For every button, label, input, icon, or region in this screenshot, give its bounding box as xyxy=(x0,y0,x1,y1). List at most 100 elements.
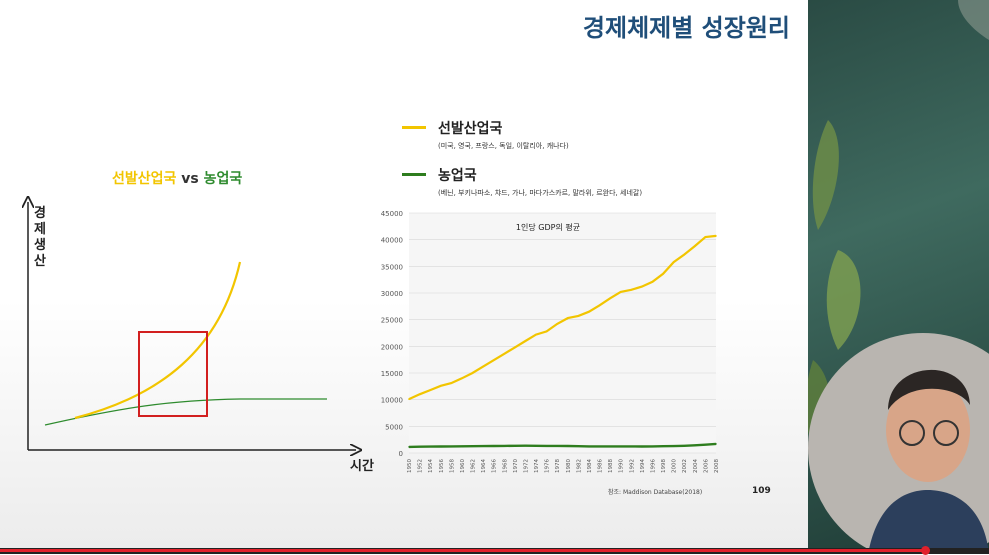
x-tick-label: 1998 xyxy=(661,459,667,473)
legend-sub-agricultural: (베닌, 부키나파소, 챠드, 가나, 마다가스카르, 말라위, 르완다, 세네… xyxy=(438,189,643,197)
data-point xyxy=(672,445,675,447)
y-label-char: 산 xyxy=(34,254,46,269)
data-point xyxy=(429,389,431,391)
x-tick-label: 1956 xyxy=(439,459,445,473)
x-tick-label: 1960 xyxy=(460,459,466,473)
leaf xyxy=(958,0,989,40)
data-point xyxy=(545,330,548,333)
series-line-developed xyxy=(408,234,717,401)
y-tick-label: 5000 xyxy=(385,423,403,431)
data-point xyxy=(651,281,654,283)
leaf xyxy=(812,120,839,230)
data-point xyxy=(514,346,516,349)
x-tick-label: 1992 xyxy=(629,459,635,473)
chart-title: 1인당 GDP의 평균 xyxy=(516,222,580,232)
data-point xyxy=(418,393,421,396)
data-point xyxy=(683,445,686,447)
data-point xyxy=(641,445,643,448)
data-point xyxy=(492,445,495,447)
data-point xyxy=(503,445,506,447)
x-tick-label: 2004 xyxy=(693,459,699,473)
video-progress-fill xyxy=(0,549,925,552)
data-point xyxy=(672,261,675,263)
page-number: 109 xyxy=(752,486,771,496)
presenter-glasses-right xyxy=(933,420,959,446)
x-tick-label: 2002 xyxy=(682,459,688,473)
y-tick-label: 0 xyxy=(399,450,403,458)
data-point xyxy=(482,365,484,368)
left-y-axis-label: 경 제 생 산 xyxy=(33,206,47,270)
highlight-box xyxy=(138,331,208,417)
data-point xyxy=(471,372,474,374)
legend-swatch-agricultural xyxy=(402,173,426,176)
data-point xyxy=(694,444,696,447)
data-point xyxy=(408,398,410,400)
x-tick-label: 1966 xyxy=(492,459,498,473)
data-point xyxy=(461,445,463,448)
data-point xyxy=(598,445,601,448)
data-point xyxy=(598,304,601,307)
x-tick-label: 2006 xyxy=(703,459,709,473)
y-tick-label: 35000 xyxy=(381,263,403,271)
slide-title: 경제체제별 성장원리 xyxy=(582,14,790,42)
legend-name-agricultural: 농업국 xyxy=(438,168,477,184)
series-line-agricultural xyxy=(408,442,717,449)
data-point xyxy=(524,340,527,342)
presenter-suit xyxy=(868,490,989,554)
x-tick-label: 1986 xyxy=(598,459,604,473)
data-point xyxy=(577,445,580,447)
data-point xyxy=(683,253,686,256)
data-point xyxy=(503,353,506,355)
x-tick-label: 1974 xyxy=(534,459,540,473)
left-chart-heading: 선발산업국 vs 농업국 xyxy=(112,168,242,188)
data-point xyxy=(450,382,453,384)
x-tick-label: 1964 xyxy=(481,459,487,473)
data-point xyxy=(535,445,537,447)
data-point xyxy=(566,317,569,319)
data-point xyxy=(662,445,664,448)
x-tick-label: 1988 xyxy=(608,459,614,473)
x-tick-label: 1996 xyxy=(650,459,656,473)
x-tick-label: 1982 xyxy=(576,459,582,473)
data-point xyxy=(609,297,611,300)
slide: 경제체제별 성장원리 선발산업국 vs 농업국 경 제 생 산 시간 선발산업국… xyxy=(0,0,808,548)
data-point xyxy=(588,445,590,448)
data-point xyxy=(514,445,516,447)
data-point xyxy=(556,323,559,325)
x-tick-label: 1976 xyxy=(545,459,551,473)
gdp-line-chart: 0 5000 10000 15000 20000 25000 30000 35000 40000… xyxy=(381,210,720,473)
plot-area xyxy=(409,213,716,453)
data-point xyxy=(651,445,654,448)
heading-agricultural: 농업국 xyxy=(203,171,243,187)
x-tick-label: 1990 xyxy=(619,459,625,473)
x-tick-label: 1978 xyxy=(555,459,561,473)
data-point xyxy=(471,445,474,447)
data-point xyxy=(715,235,717,237)
legend-name-developed: 선발산업국 xyxy=(438,121,503,137)
data-point xyxy=(545,445,548,447)
data-point xyxy=(694,245,696,247)
x-tick-label: 2000 xyxy=(672,459,678,473)
y-tick-label: 40000 xyxy=(381,237,403,245)
left-x-axis-label: 시간 xyxy=(350,459,374,474)
data-point xyxy=(492,359,495,362)
data-point xyxy=(418,445,421,448)
data-point xyxy=(482,445,484,447)
data-point xyxy=(566,445,569,447)
data-point xyxy=(704,443,707,446)
data-point xyxy=(429,445,431,448)
x-tick-label: 1984 xyxy=(587,459,593,473)
presenter-hair xyxy=(888,369,970,410)
video-progress-knob[interactable] xyxy=(920,546,930,555)
x-tick-label: 1954 xyxy=(428,459,434,473)
agricultural-curve xyxy=(44,398,327,426)
y-tick-label: 15000 xyxy=(381,370,403,378)
x-tick-label: 1962 xyxy=(471,459,477,473)
data-point xyxy=(524,444,527,447)
x-tick-label: 1970 xyxy=(513,459,519,473)
data-point xyxy=(641,285,643,288)
legend-sub-developed: (미국, 영국, 프랑스, 독일, 이탈리아, 캐나다) xyxy=(438,142,569,150)
data-point xyxy=(630,445,633,448)
data-point xyxy=(408,446,410,448)
data-point xyxy=(609,445,611,448)
